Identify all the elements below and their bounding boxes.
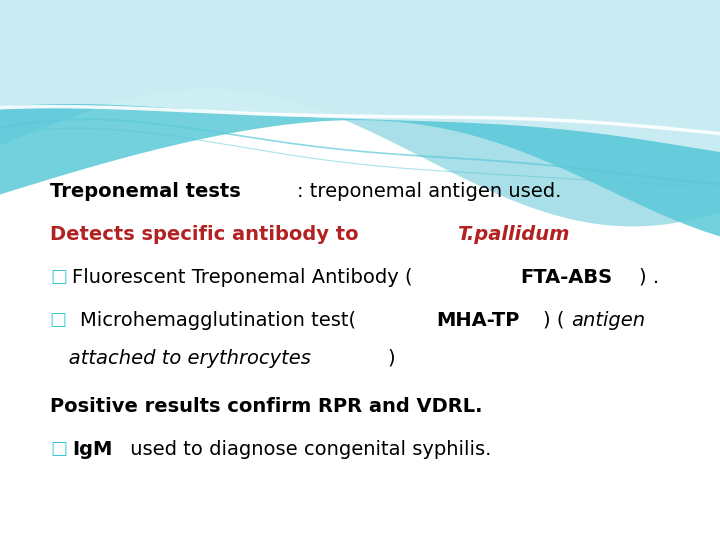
- Polygon shape: [0, 0, 720, 152]
- Text: IgM: IgM: [72, 440, 113, 459]
- Text: ) .: ) .: [639, 267, 659, 287]
- Text: Positive results confirm RPR and VDRL.: Positive results confirm RPR and VDRL.: [50, 396, 483, 416]
- Polygon shape: [0, 0, 720, 226]
- Text: □: □: [50, 311, 73, 329]
- Text: □: □: [50, 268, 68, 286]
- Text: Fluorescent Treponemal Antibody (: Fluorescent Treponemal Antibody (: [72, 267, 419, 287]
- Text: Microhemagglutination test(: Microhemagglutination test(: [80, 310, 356, 330]
- Text: T.pallidum: T.pallidum: [457, 225, 570, 245]
- Polygon shape: [0, 0, 720, 237]
- Text: antigen: antigen: [571, 310, 645, 330]
- Text: ) (: ) (: [544, 310, 564, 330]
- Text: Treponemal tests: Treponemal tests: [50, 182, 241, 201]
- Text: MHA-TP: MHA-TP: [436, 310, 519, 330]
- Text: attached to erythrocytes: attached to erythrocytes: [50, 348, 311, 368]
- Text: FTA-ABS: FTA-ABS: [520, 267, 612, 287]
- Text: ): ): [387, 348, 395, 368]
- Text: □: □: [50, 440, 68, 458]
- Text: Detects specific antibody to: Detects specific antibody to: [50, 225, 366, 245]
- Text: : treponemal antigen used.: : treponemal antigen used.: [297, 182, 561, 201]
- Text: used to diagnose congenital syphilis.: used to diagnose congenital syphilis.: [125, 440, 492, 459]
